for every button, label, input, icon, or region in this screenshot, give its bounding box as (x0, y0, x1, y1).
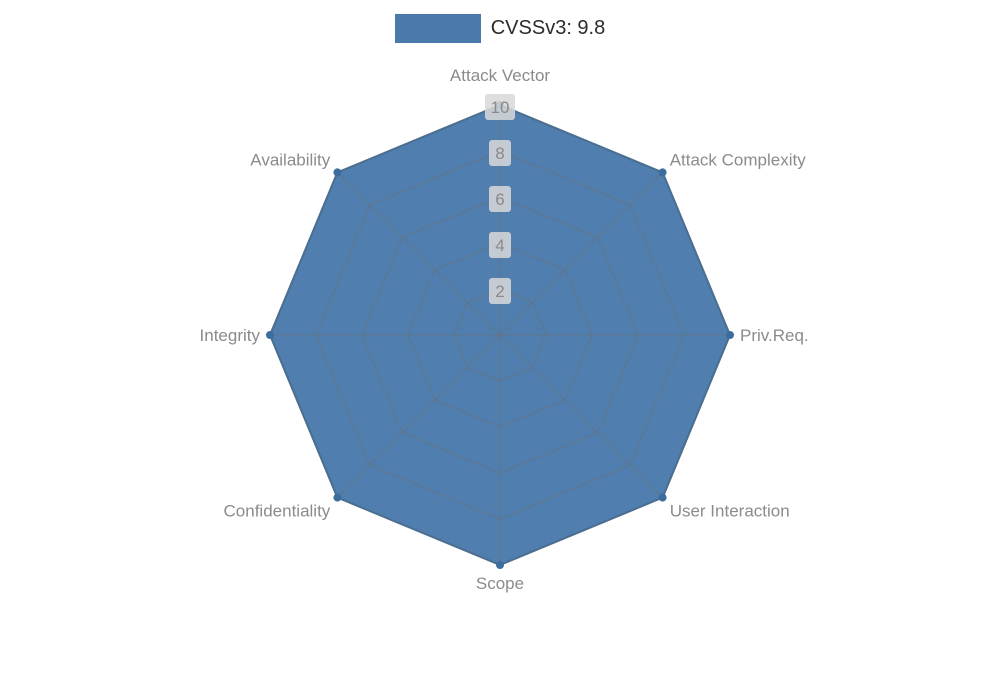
axis-label-user-interaction: User Interaction (670, 502, 790, 521)
axis-label-scope: Scope (476, 574, 524, 593)
tick-label: 8 (495, 144, 504, 163)
grid-spoke (499, 334, 663, 498)
tick-label-bg (489, 186, 511, 212)
tick-label-bg (489, 232, 511, 258)
legend-label: CVSSv3: 9.8 (490, 17, 606, 39)
legend-item[interactable]: CVSSv3: 9.8 (394, 14, 606, 43)
radar-vertex-marker (333, 493, 342, 502)
tick-label-bg (489, 278, 511, 304)
axis-label-attack-vector: Attack Vector (450, 66, 550, 85)
axis-label-attack-complexity: Attack Complexity (670, 150, 807, 169)
axis-label-availability: Availability (250, 150, 331, 169)
tick-label: 2 (495, 282, 504, 301)
tick-label-bg (489, 140, 511, 166)
axis-label-confidentiality: Confidentiality (224, 502, 331, 521)
radar-vertex-marker (726, 331, 734, 339)
tick-label-bg (485, 94, 515, 120)
radar-vertex-marker (658, 493, 667, 502)
axis-label-integrity: Integrity (200, 326, 261, 345)
grid-spoke (337, 172, 501, 336)
radar-vertex-marker (266, 331, 274, 339)
axis-label-priv-req: Priv.Req. (740, 326, 809, 345)
tick-label: 10 (491, 98, 510, 117)
legend-swatch (394, 14, 481, 43)
chart-legend: CVSSv3: 9.8 (0, 14, 1000, 43)
grid-spoke (337, 334, 501, 498)
tick-label: 4 (495, 236, 504, 255)
radar-vertex-marker (333, 168, 342, 177)
radar-vertex-marker (496, 561, 504, 569)
radar-vertex-marker (658, 168, 667, 177)
grid-spoke (499, 172, 663, 336)
tick-label: 6 (495, 190, 504, 209)
